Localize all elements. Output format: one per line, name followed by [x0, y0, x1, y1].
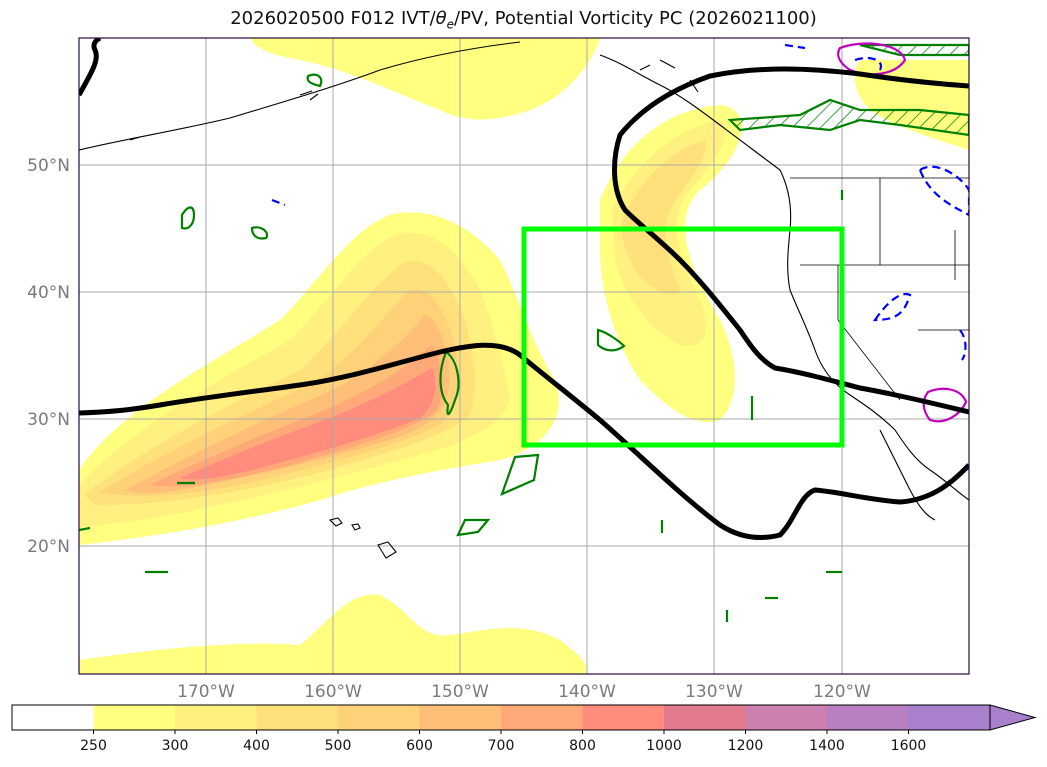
lon-label-170w: 170°W: [177, 682, 235, 702]
lat-label-50: 50°N: [27, 156, 70, 176]
lon-label-140w: 140°W: [558, 682, 616, 702]
colorbar-swatch: [745, 705, 828, 730]
colorbar-swatch: [419, 705, 502, 730]
lat-label-20: 20°N: [27, 537, 70, 557]
title-theta: θ: [435, 8, 447, 29]
ivt-shading: [79, 38, 969, 674]
coastlines: [79, 41, 969, 559]
lon-label-130w: 130°W: [685, 682, 743, 702]
map-area: [79, 38, 969, 674]
green-hatched: [727, 43, 969, 137]
colorbar-tick-label: 1000: [646, 738, 682, 754]
colorbar-swatch: [256, 705, 339, 730]
colorbar-swatch: [827, 705, 909, 730]
title-theta-sub: e: [446, 17, 455, 32]
lat-label-30: 30°N: [27, 410, 70, 430]
pv-contour: [79, 38, 969, 541]
colorbar-swatch: [582, 705, 665, 730]
baja: [879, 429, 936, 521]
title-run: 2026020500: [230, 8, 345, 29]
colorbar-tick-label: 700: [488, 738, 515, 754]
colorbar-tick-label: 1400: [809, 738, 845, 754]
islands-ne: [129, 59, 699, 141]
title-fields-prefix: IVT/: [400, 8, 436, 29]
ivt-250-top: [250, 38, 600, 120]
highlight-box: [521, 226, 845, 448]
us-west-coast: [787, 229, 969, 501]
colorbar-tick-label: 600: [406, 738, 433, 754]
colorbar-swatch: [501, 705, 583, 730]
ivt-300-north: [612, 120, 726, 346]
colorbar-swatch: [93, 705, 176, 730]
hawaii: [328, 517, 397, 559]
colorbar: 250 300 400 500 600 700 800 1000 1200 1400 1600: [11, 704, 1037, 754]
map-frame: [78, 37, 970, 675]
magenta-contours: [837, 42, 968, 423]
colorbar-swatch: [12, 705, 94, 730]
blue-dashed-contours: [271, 43, 969, 361]
colorbar-tick-label: 800: [569, 738, 596, 754]
colorbar-extend-arrow: [989, 704, 1037, 731]
colorbar-swatch: [908, 705, 991, 730]
alaska-coast: [79, 41, 792, 231]
colorbar-swatch: [338, 705, 420, 730]
ivt-400-north: [621, 140, 706, 294]
colorbar-tick-label: 1200: [728, 738, 764, 754]
ivt-800-plume: [180, 368, 436, 480]
colorbar-tick-label: 500: [325, 738, 352, 754]
latitude-labels: 50°N 40°N 30°N 20°N: [27, 156, 70, 557]
colorbar-tick-label: 300: [162, 738, 189, 754]
longitude-labels: 170°W 160°W 150°W 140°W 130°W 120°W: [177, 682, 871, 702]
title-fields-suffix: /PV, Potential Vorticity PC: [454, 8, 683, 29]
plot-title: 2026020500 F012 IVT/θe/PV, Potential Vor…: [0, 8, 1047, 32]
colorbar-tick-label: 250: [80, 738, 107, 754]
title-forecast: F012: [350, 8, 396, 29]
colorbar-swatch: [175, 705, 257, 730]
colorbar-swatch: [664, 705, 746, 730]
colorbar-tick-label: 400: [243, 738, 270, 754]
title-valid: (2026021100): [688, 8, 817, 29]
lon-label-150w: 150°W: [431, 682, 489, 702]
lon-label-160w: 160°W: [304, 682, 362, 702]
lat-label-40: 40°N: [27, 283, 70, 303]
state-borders: [790, 177, 969, 401]
colorbar-tick-label: 1600: [891, 738, 927, 754]
green-contours: [79, 73, 844, 622]
lon-label-120w: 120°W: [813, 682, 871, 702]
